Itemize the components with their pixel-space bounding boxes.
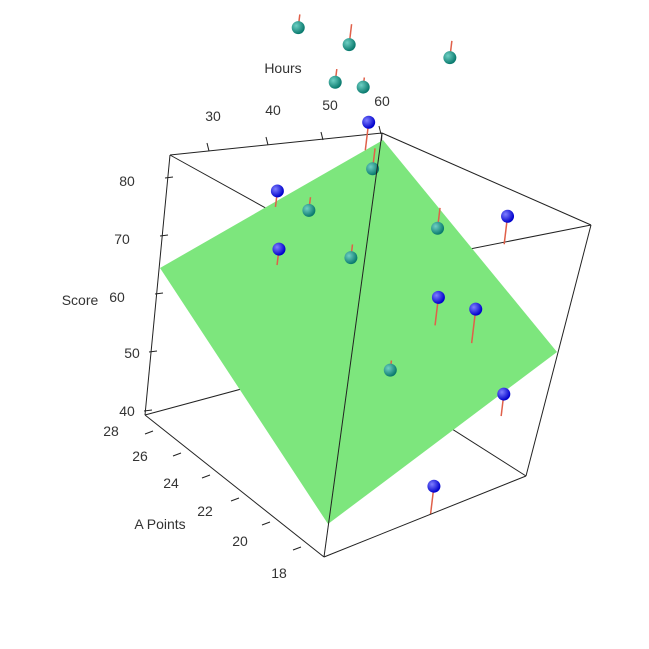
score-tick [154, 292, 164, 295]
data-point [497, 387, 511, 401]
a-points-tick [144, 430, 154, 435]
data-point [356, 80, 370, 94]
score-tick-label: 40 [119, 403, 135, 419]
data-point [366, 162, 380, 176]
data-point [431, 290, 445, 304]
data-point [383, 363, 397, 377]
score-tick [159, 234, 169, 237]
data-point [501, 209, 515, 223]
hours-tick-label: 60 [374, 93, 390, 109]
data-point [342, 38, 356, 52]
a-points-tick [201, 474, 211, 479]
hours-tick [265, 136, 269, 146]
score-axis: 40 50 60 70 80 Score [62, 173, 174, 419]
data-point [328, 75, 342, 89]
data-point [291, 21, 305, 35]
box-edge [144, 414, 325, 558]
box-edge [381, 132, 592, 226]
data-point [469, 302, 483, 316]
data-point [270, 184, 284, 198]
score-tick-label: 70 [114, 231, 130, 247]
a-points-tick-label: 22 [197, 503, 213, 519]
score-tick-label: 80 [119, 173, 135, 189]
a-points-tick [261, 521, 271, 526]
box-edge [525, 224, 592, 477]
a-points-axis: 28 26 24 22 20 18 A Points [103, 423, 302, 581]
data-point [344, 251, 358, 265]
data-point [427, 479, 441, 493]
box-front-edges [144, 132, 592, 558]
regression-plane [160, 140, 557, 524]
box-edge [323, 132, 383, 558]
a-points-tick [172, 452, 182, 457]
data-point [362, 115, 376, 129]
a-points-axis-label: A Points [134, 516, 185, 532]
a-points-tick [292, 546, 302, 551]
data-point [431, 221, 445, 235]
hours-axis: 30 40 50 60 Hours [205, 60, 390, 152]
hours-axis-label: Hours [264, 60, 301, 76]
hours-tick [378, 125, 382, 135]
score-tick-label: 50 [124, 345, 140, 361]
a-points-tick-label: 26 [132, 448, 148, 464]
a-points-tick-label: 28 [103, 423, 119, 439]
hours-tick-label: 50 [322, 97, 338, 113]
data-point [443, 51, 457, 65]
hours-tick [206, 142, 210, 152]
score-tick [143, 409, 153, 412]
a-points-tick-label: 20 [232, 533, 248, 549]
box-edge [169, 132, 383, 156]
box-edge [323, 475, 527, 558]
score-tick [148, 350, 158, 353]
score-tick-label: 60 [109, 289, 125, 305]
data-point [302, 203, 316, 217]
hours-tick-label: 40 [265, 102, 281, 118]
box-edge [144, 154, 171, 416]
hours-tick [320, 131, 324, 141]
data-point [272, 242, 286, 256]
a-points-tick [230, 497, 240, 502]
hours-tick-label: 30 [205, 108, 221, 124]
score-axis-label: Score [62, 292, 99, 308]
a-points-tick-label: 24 [163, 475, 179, 491]
a-points-tick-label: 18 [271, 565, 287, 581]
score-tick [164, 176, 174, 179]
data-points [270, 21, 515, 493]
